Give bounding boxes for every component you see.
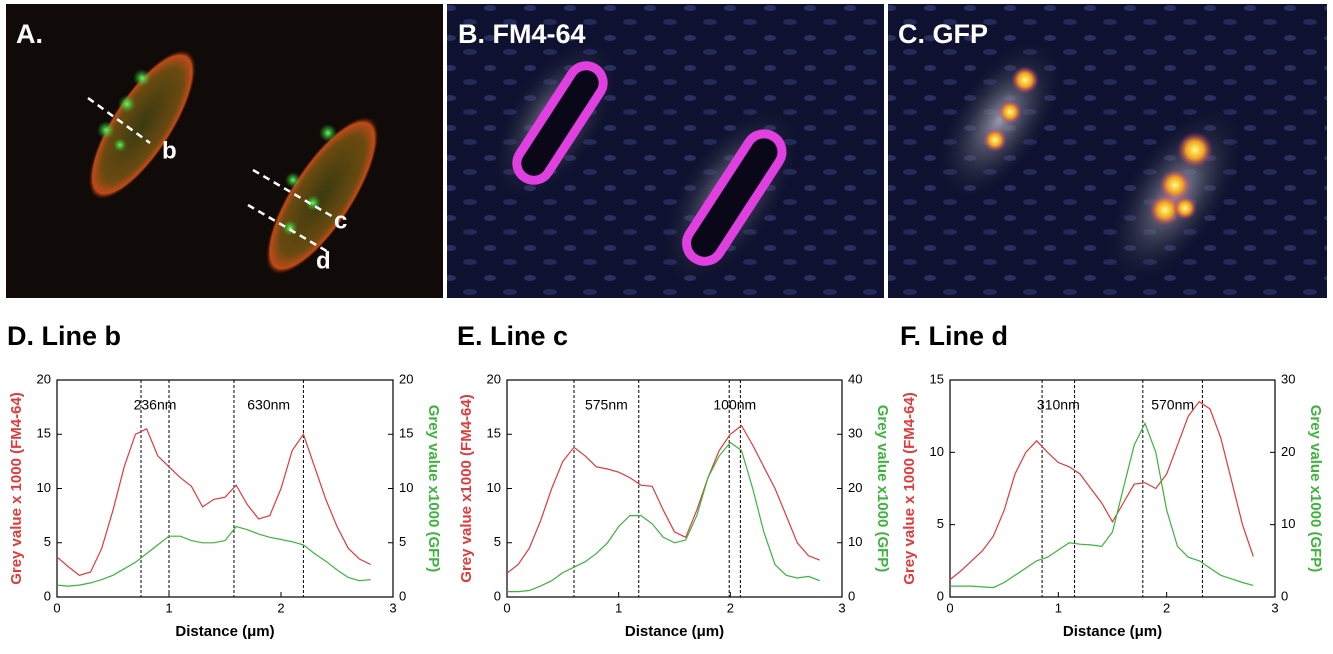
panel-b: B. FM4-64 — [447, 4, 884, 298]
line-label: b — [162, 137, 177, 164]
y2-tick-label: 30 — [848, 426, 862, 441]
annotation: 570nm — [1151, 397, 1194, 413]
x-tick-label: 0 — [503, 600, 510, 615]
y-tick-label: 15 — [37, 426, 51, 441]
panel-label: C. GFP — [898, 19, 988, 49]
x-tick-label: 1 — [165, 600, 172, 615]
panel-label: A. — [16, 19, 43, 49]
y2-axis-label: Grey value x1000 (GFP) — [425, 405, 442, 573]
y2-tick-label: 5 — [399, 534, 406, 549]
y2-tick-label: 0 — [848, 588, 855, 603]
y-tick-label: 5 — [937, 516, 944, 531]
line-label: d — [316, 247, 331, 274]
annotation: 310nm — [1037, 397, 1080, 413]
x-tick-label: 2 — [727, 600, 734, 615]
chart-title: E. Line c — [457, 321, 568, 351]
y2-axis-label: Grey value x1000 (GFP) — [1307, 405, 1324, 573]
annotation: 100nm — [713, 397, 756, 413]
y-tick-label: 20 — [37, 371, 51, 386]
series-line — [506, 424, 820, 574]
y2-tick-label: 10 — [1281, 516, 1295, 531]
x-tick-label: 0 — [946, 600, 953, 615]
panel-label: B. FM4-64 — [458, 19, 586, 49]
x-tick-label: 2 — [1163, 600, 1170, 615]
x-tick-label: 2 — [277, 600, 284, 615]
annotation: 236nm — [134, 397, 177, 413]
y-tick-label: 20 — [487, 371, 501, 386]
y2-tick-label: 40 — [848, 371, 862, 386]
y-tick-label: 10 — [930, 444, 944, 459]
plot-frame — [506, 379, 843, 598]
y2-tick-label: 20 — [399, 371, 413, 386]
y2-axis-label: Grey value x1000 (GFP) — [874, 405, 891, 573]
y2-tick-label: 15 — [399, 426, 413, 441]
x-tick-label: 1 — [1055, 600, 1062, 615]
x-axis-label: Distance (μm) — [625, 623, 724, 640]
plot-frame — [949, 379, 1276, 598]
y-tick-label: 0 — [44, 588, 51, 603]
y2-tick-label: 0 — [1281, 588, 1288, 603]
y-tick-label: 0 — [494, 588, 501, 603]
annotation: 575nm — [585, 397, 628, 413]
y2-tick-label: 0 — [399, 588, 406, 603]
y-tick-label: 5 — [44, 534, 51, 549]
y-axis-label: Grey value x 1000 (FM4-64) — [901, 392, 918, 585]
y2-tick-label: 10 — [399, 480, 413, 495]
chart-title: F. Line d — [900, 321, 1008, 351]
y-tick-label: 15 — [487, 426, 501, 441]
y-tick-label: 5 — [494, 534, 501, 549]
y2-tick-label: 30 — [1281, 371, 1295, 386]
x-tick-label: 1 — [615, 600, 622, 615]
y-axis-label: Grey value x 1000 (FM4-64) — [8, 392, 25, 585]
y-tick-label: 0 — [937, 588, 944, 603]
x-tick-label: 3 — [1271, 600, 1278, 615]
y2-tick-label: 10 — [848, 534, 862, 549]
x-axis-label: Distance (μm) — [1063, 623, 1162, 640]
y2-tick-label: 20 — [848, 480, 862, 495]
line-label: c — [334, 207, 347, 234]
series-line — [507, 441, 820, 593]
y2-tick-label: 20 — [1281, 444, 1295, 459]
series-line — [56, 427, 371, 576]
chart-title: D. Line b — [7, 321, 121, 351]
x-tick-label: 0 — [53, 600, 60, 615]
panel-c: C. GFP — [888, 4, 1327, 298]
y-tick-label: 15 — [930, 371, 944, 386]
x-tick-label: 3 — [838, 600, 845, 615]
series-line — [950, 421, 1254, 589]
annotation: 630nm — [247, 397, 290, 413]
y-tick-label: 10 — [487, 480, 501, 495]
plot-frame — [56, 379, 394, 598]
series-line — [949, 400, 1254, 581]
x-tick-label: 3 — [389, 600, 396, 615]
panel-a: b c d A. — [6, 4, 443, 298]
y-tick-label: 10 — [37, 480, 51, 495]
x-axis-label: Distance (μm) — [175, 623, 274, 640]
y-axis-label: Grey value x1000 (FM4-64) — [458, 394, 475, 582]
series-line — [56, 525, 371, 587]
